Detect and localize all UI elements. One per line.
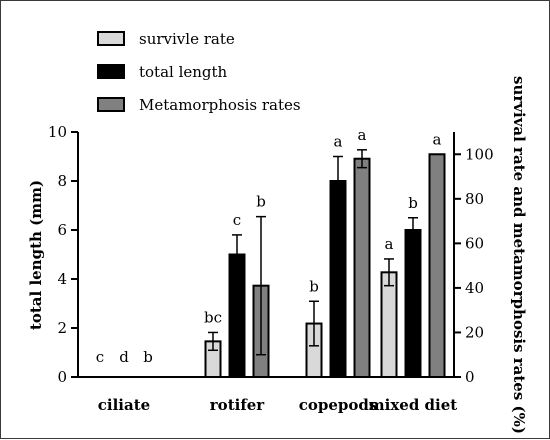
right-tick-label: 60 (465, 234, 484, 252)
left-tick-label: 6 (57, 221, 67, 239)
significance-letter: bc (204, 308, 222, 326)
bar (329, 180, 347, 378)
significance-letter: d (119, 348, 129, 366)
left-tick-label: 10 (48, 123, 67, 141)
right-tick-label: 80 (465, 190, 484, 208)
left-axis-title: total length (mm) (27, 180, 45, 330)
bar (404, 229, 422, 378)
bar (428, 153, 446, 378)
right-tick-label: 20 (465, 323, 484, 341)
right-tick-label: 40 (465, 279, 484, 297)
left-tick-label: 8 (57, 172, 67, 190)
significance-letter: a (385, 235, 394, 253)
significance-letter: b (309, 277, 319, 295)
significance-letter: a (334, 133, 343, 151)
legend-swatch (97, 97, 125, 112)
right-tick-label: 0 (465, 368, 475, 386)
bar (380, 271, 398, 378)
category-label: rotifer (210, 396, 266, 414)
bar (353, 157, 371, 378)
legend-swatch (97, 64, 125, 79)
category-label: copepods (299, 396, 378, 414)
left-tick-label: 0 (57, 368, 67, 386)
legend-label: total length (139, 63, 228, 81)
legend-swatch (97, 31, 125, 46)
significance-letter: a (433, 130, 442, 148)
legend-label: survivle rate (139, 30, 235, 48)
legend: survivle rate total length Metamorphosis r… (97, 30, 301, 114)
category-label: ciliate (98, 396, 150, 414)
category-label: mixed diet (369, 396, 457, 414)
significance-letter: c (233, 211, 241, 229)
right-tick-label: 100 (465, 145, 494, 163)
significance-letter: b (256, 193, 266, 211)
left-tick-label: 4 (57, 270, 67, 288)
right-axis-title: survival rate and metamorphosis rates (%… (510, 76, 528, 434)
significance-letter: b (143, 348, 153, 366)
significance-letter: b (408, 194, 418, 212)
legend-label: Metamorphosis rates (139, 96, 301, 114)
significance-letter: a (358, 126, 367, 144)
left-tick-label: 2 (57, 319, 67, 337)
significance-letter: c (96, 348, 104, 366)
